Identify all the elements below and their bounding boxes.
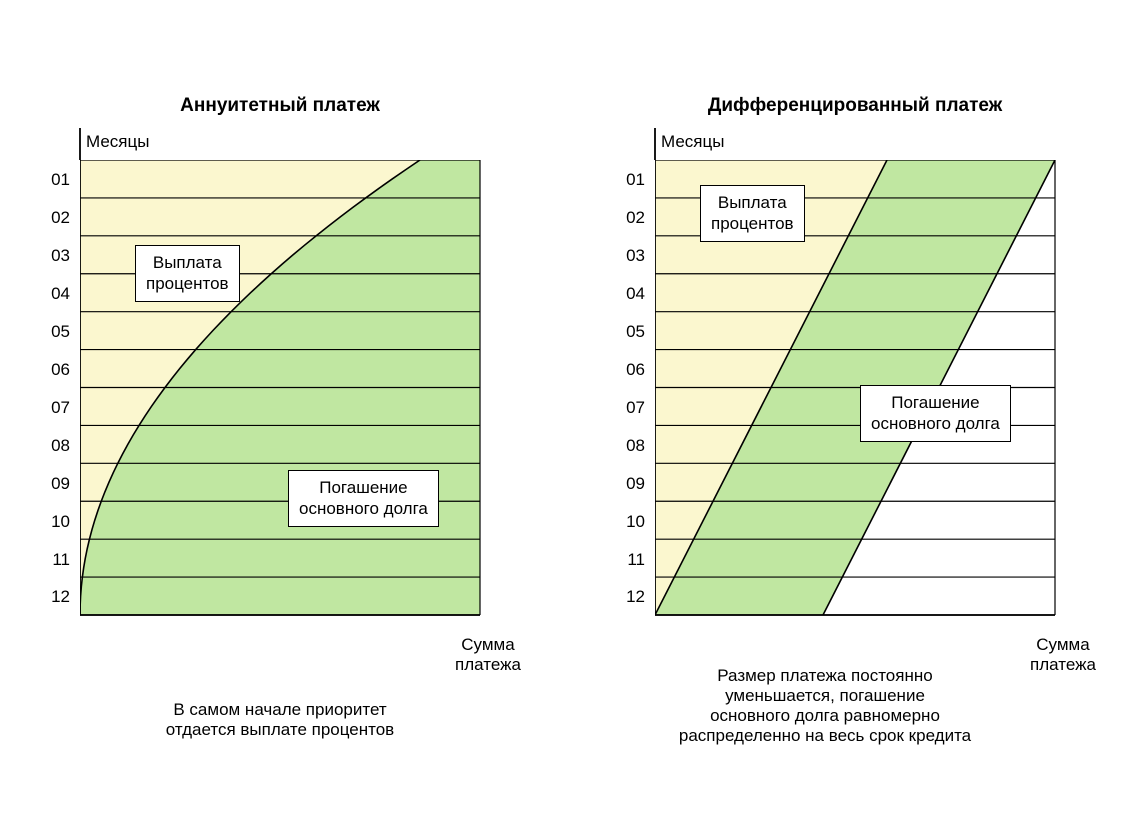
- principal-box-label: Погашениеосновного долга: [860, 385, 1011, 442]
- month-tick: 12: [42, 587, 70, 607]
- month-tick: 12: [617, 587, 645, 607]
- month-tick: 01: [42, 170, 70, 190]
- month-tick: 05: [617, 322, 645, 342]
- month-tick: 01: [617, 170, 645, 190]
- month-tick: 10: [42, 512, 70, 532]
- month-tick: 04: [42, 284, 70, 304]
- month-tick: 02: [42, 208, 70, 228]
- month-tick: 07: [617, 398, 645, 418]
- left-title: Аннуитетный платеж: [50, 95, 510, 117]
- interest-box-label: Выплатапроцентов: [135, 245, 240, 302]
- left-footer: В самом начале приоритетотдается выплате…: [70, 700, 490, 740]
- month-tick: 11: [617, 550, 645, 570]
- month-tick: 02: [617, 208, 645, 228]
- right-footer: Размер платежа постоянноуменьшается, пог…: [595, 666, 1055, 746]
- month-tick: 03: [617, 246, 645, 266]
- month-tick: 06: [617, 360, 645, 380]
- month-tick: 03: [42, 246, 70, 266]
- y-axis-label: Месяцы: [86, 132, 149, 152]
- principal-box-label: Погашениеосновного долга: [288, 470, 439, 527]
- page: 01 02 03 04 05 06 07 08 09 10 11 12 01 02 03 04 05 06 07 08…: [0, 0, 1146, 833]
- month-tick: 07: [42, 398, 70, 418]
- month-tick: 08: [617, 436, 645, 456]
- month-tick: 06: [42, 360, 70, 380]
- month-tick: 04: [617, 284, 645, 304]
- month-tick: 08: [42, 436, 70, 456]
- month-tick: 11: [42, 550, 70, 570]
- month-tick: 09: [42, 474, 70, 494]
- annuity-chart: [80, 160, 482, 617]
- interest-box-label: Выплатапроцентов: [700, 185, 805, 242]
- month-tick: 10: [617, 512, 645, 532]
- x-axis-label: Суммаплатежа: [418, 635, 558, 675]
- month-tick: 05: [42, 322, 70, 342]
- y-axis-label: Месяцы: [661, 132, 724, 152]
- right-title: Дифференцированный платеж: [595, 95, 1115, 117]
- month-tick: 09: [617, 474, 645, 494]
